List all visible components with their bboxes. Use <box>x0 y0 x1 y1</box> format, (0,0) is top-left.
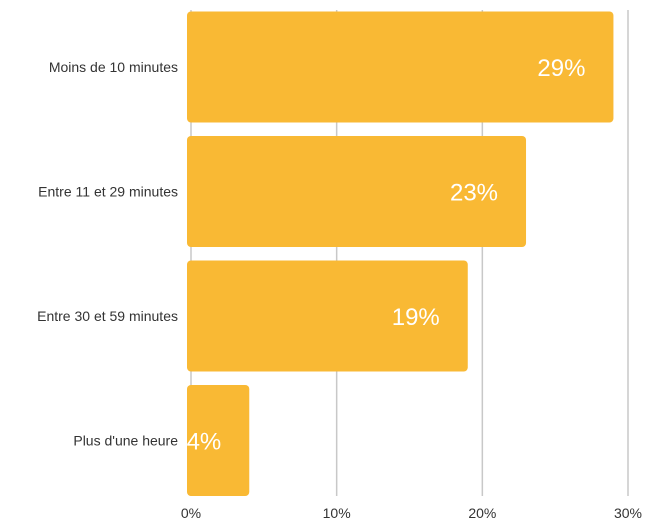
data-label: 23% <box>450 180 498 207</box>
data-label: 29% <box>537 55 585 82</box>
category-label: Entre 11 et 29 minutes <box>38 184 178 200</box>
data-label: 19% <box>392 304 440 331</box>
bar <box>187 11 614 123</box>
category-label: Entre 30 et 59 minutes <box>37 308 178 324</box>
data-label: 4% <box>187 429 222 456</box>
bars <box>187 11 614 496</box>
x-tick-label: 20% <box>468 505 496 519</box>
x-tick-label: 30% <box>614 505 642 519</box>
category-label: Moins de 10 minutes <box>49 59 178 75</box>
category-label: Plus d'une heure <box>73 433 178 449</box>
bar <box>187 260 468 372</box>
x-tick-label: 10% <box>323 505 351 519</box>
x-tick-label: 0% <box>181 505 201 519</box>
labels: 0% 10% 20% 30% Moins de 10 minutes 29% Entre 1… <box>37 55 642 519</box>
bar <box>187 385 250 496</box>
bar <box>187 136 527 247</box>
